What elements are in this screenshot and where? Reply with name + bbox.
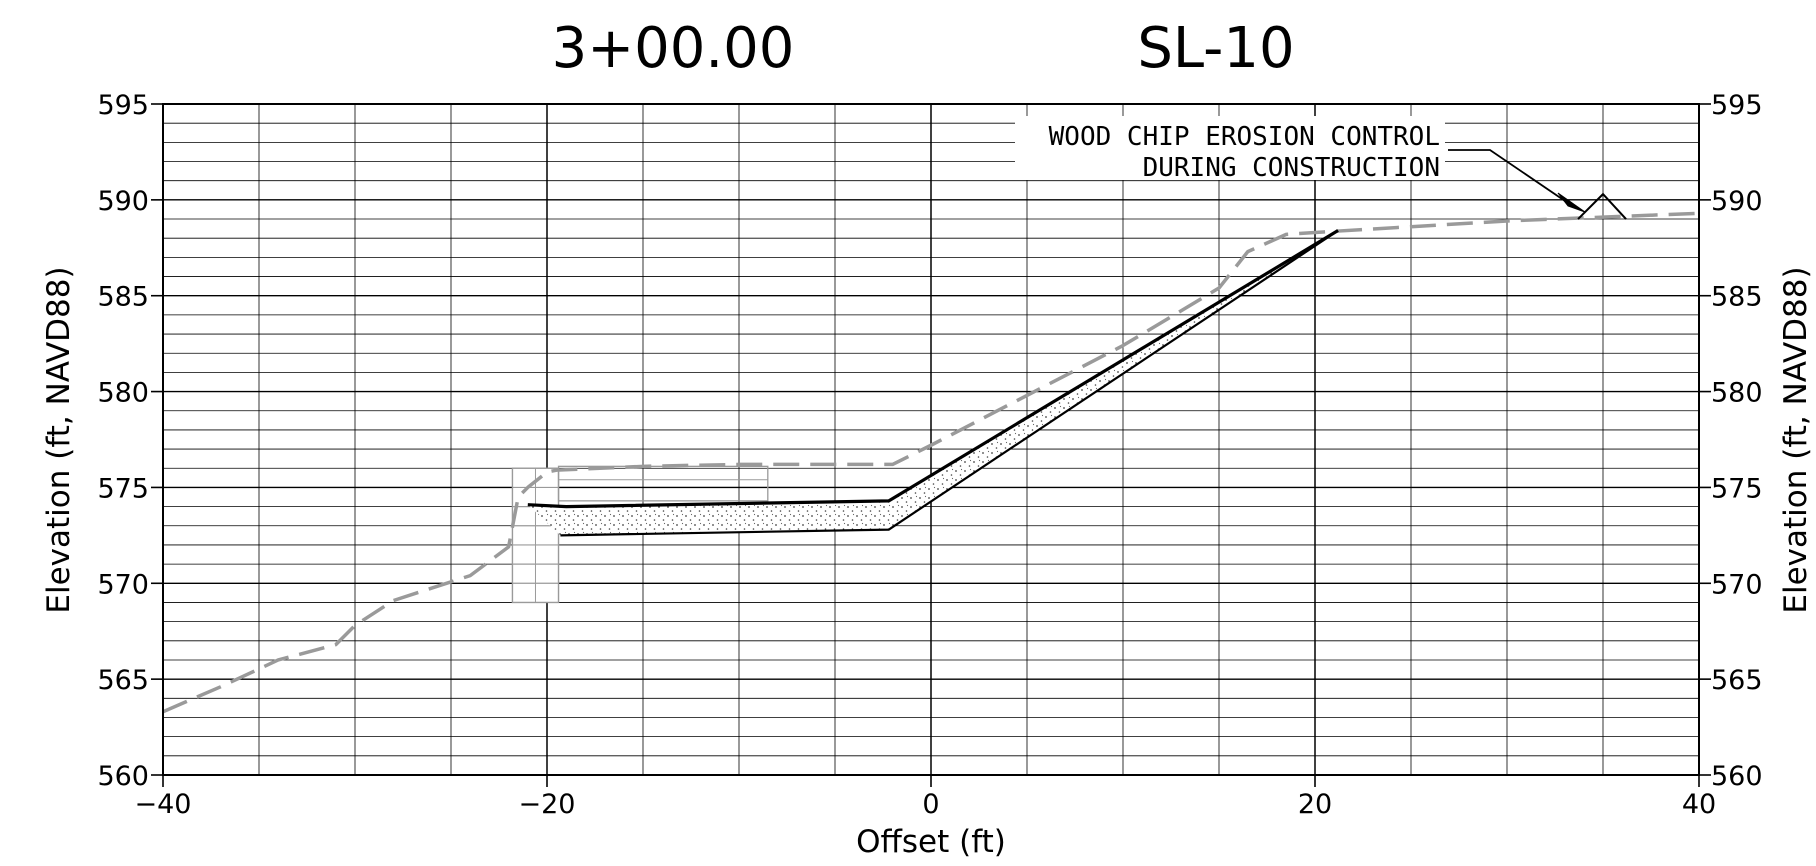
callout-leader-line (1448, 149, 1566, 202)
y-tick-label-left: 590 (97, 186, 149, 217)
y-tick-label-right: 595 (1711, 90, 1763, 121)
x-tick-label: 0 (922, 789, 939, 820)
wood-chip-berm (1577, 192, 1627, 220)
y-tick-label-left: 595 (97, 90, 149, 121)
cap-block (557, 465, 769, 502)
y-tick-label-left: 560 (97, 761, 149, 792)
y-tick-label-right: 570 (1711, 569, 1763, 600)
erosion-control-callout: WOOD CHIP EROSION CONTROL DURING CONSTRU… (1015, 116, 1586, 213)
series-layer (163, 192, 1699, 714)
y-tick-label-left: 585 (97, 282, 149, 313)
callout-background (1015, 116, 1445, 180)
callout-line-1: WOOD CHIP EROSION CONTROL (1049, 122, 1440, 152)
station-title: 3+00.00 (552, 16, 795, 81)
x-axis-label: Offset (ft) (856, 824, 1006, 860)
x-tick-label: −40 (135, 789, 192, 820)
existing-ground-line (163, 211, 1699, 714)
y-tick-label-left: 570 (97, 569, 149, 600)
y-tick-label-left: 575 (97, 473, 149, 504)
y-axis-label-left: Elevation (ft, NAVD88) (41, 266, 77, 613)
proposed-top-line (527, 229, 1339, 509)
y-axis-left-ticks: 560 565 570 575 580 585 590 595 (97, 90, 163, 792)
major-grid (162, 103, 1700, 776)
callout-line-2: DURING CONSTRUCTION (1143, 153, 1440, 183)
x-tick-label: 20 (1298, 789, 1332, 820)
y-tick-label-left: 565 (97, 665, 149, 696)
y-tick-label-right: 575 (1711, 473, 1763, 504)
y-tick-label-left: 580 (97, 378, 149, 409)
y-axis-label-right: Elevation (ft, NAVD88) (1778, 266, 1814, 613)
y-axis-right-ticks: 560 565 570 575 580 585 590 595 (1699, 90, 1763, 792)
y-tick-label-right: 585 (1711, 282, 1763, 313)
callout-arrowhead (1557, 192, 1586, 213)
y-tick-label-right: 560 (1711, 761, 1763, 792)
y-tick-label-right: 590 (1711, 186, 1763, 217)
y-tick-label-right: 565 (1711, 665, 1763, 696)
x-tick-label: 40 (1682, 789, 1716, 820)
proposed-bottom-line (560, 229, 1339, 537)
section-title: SL-10 (1137, 16, 1294, 81)
x-tick-label: −20 (519, 789, 576, 820)
y-tick-label-right: 580 (1711, 378, 1763, 409)
x-axis-ticks: −40 −20 0 20 40 (135, 775, 1716, 820)
